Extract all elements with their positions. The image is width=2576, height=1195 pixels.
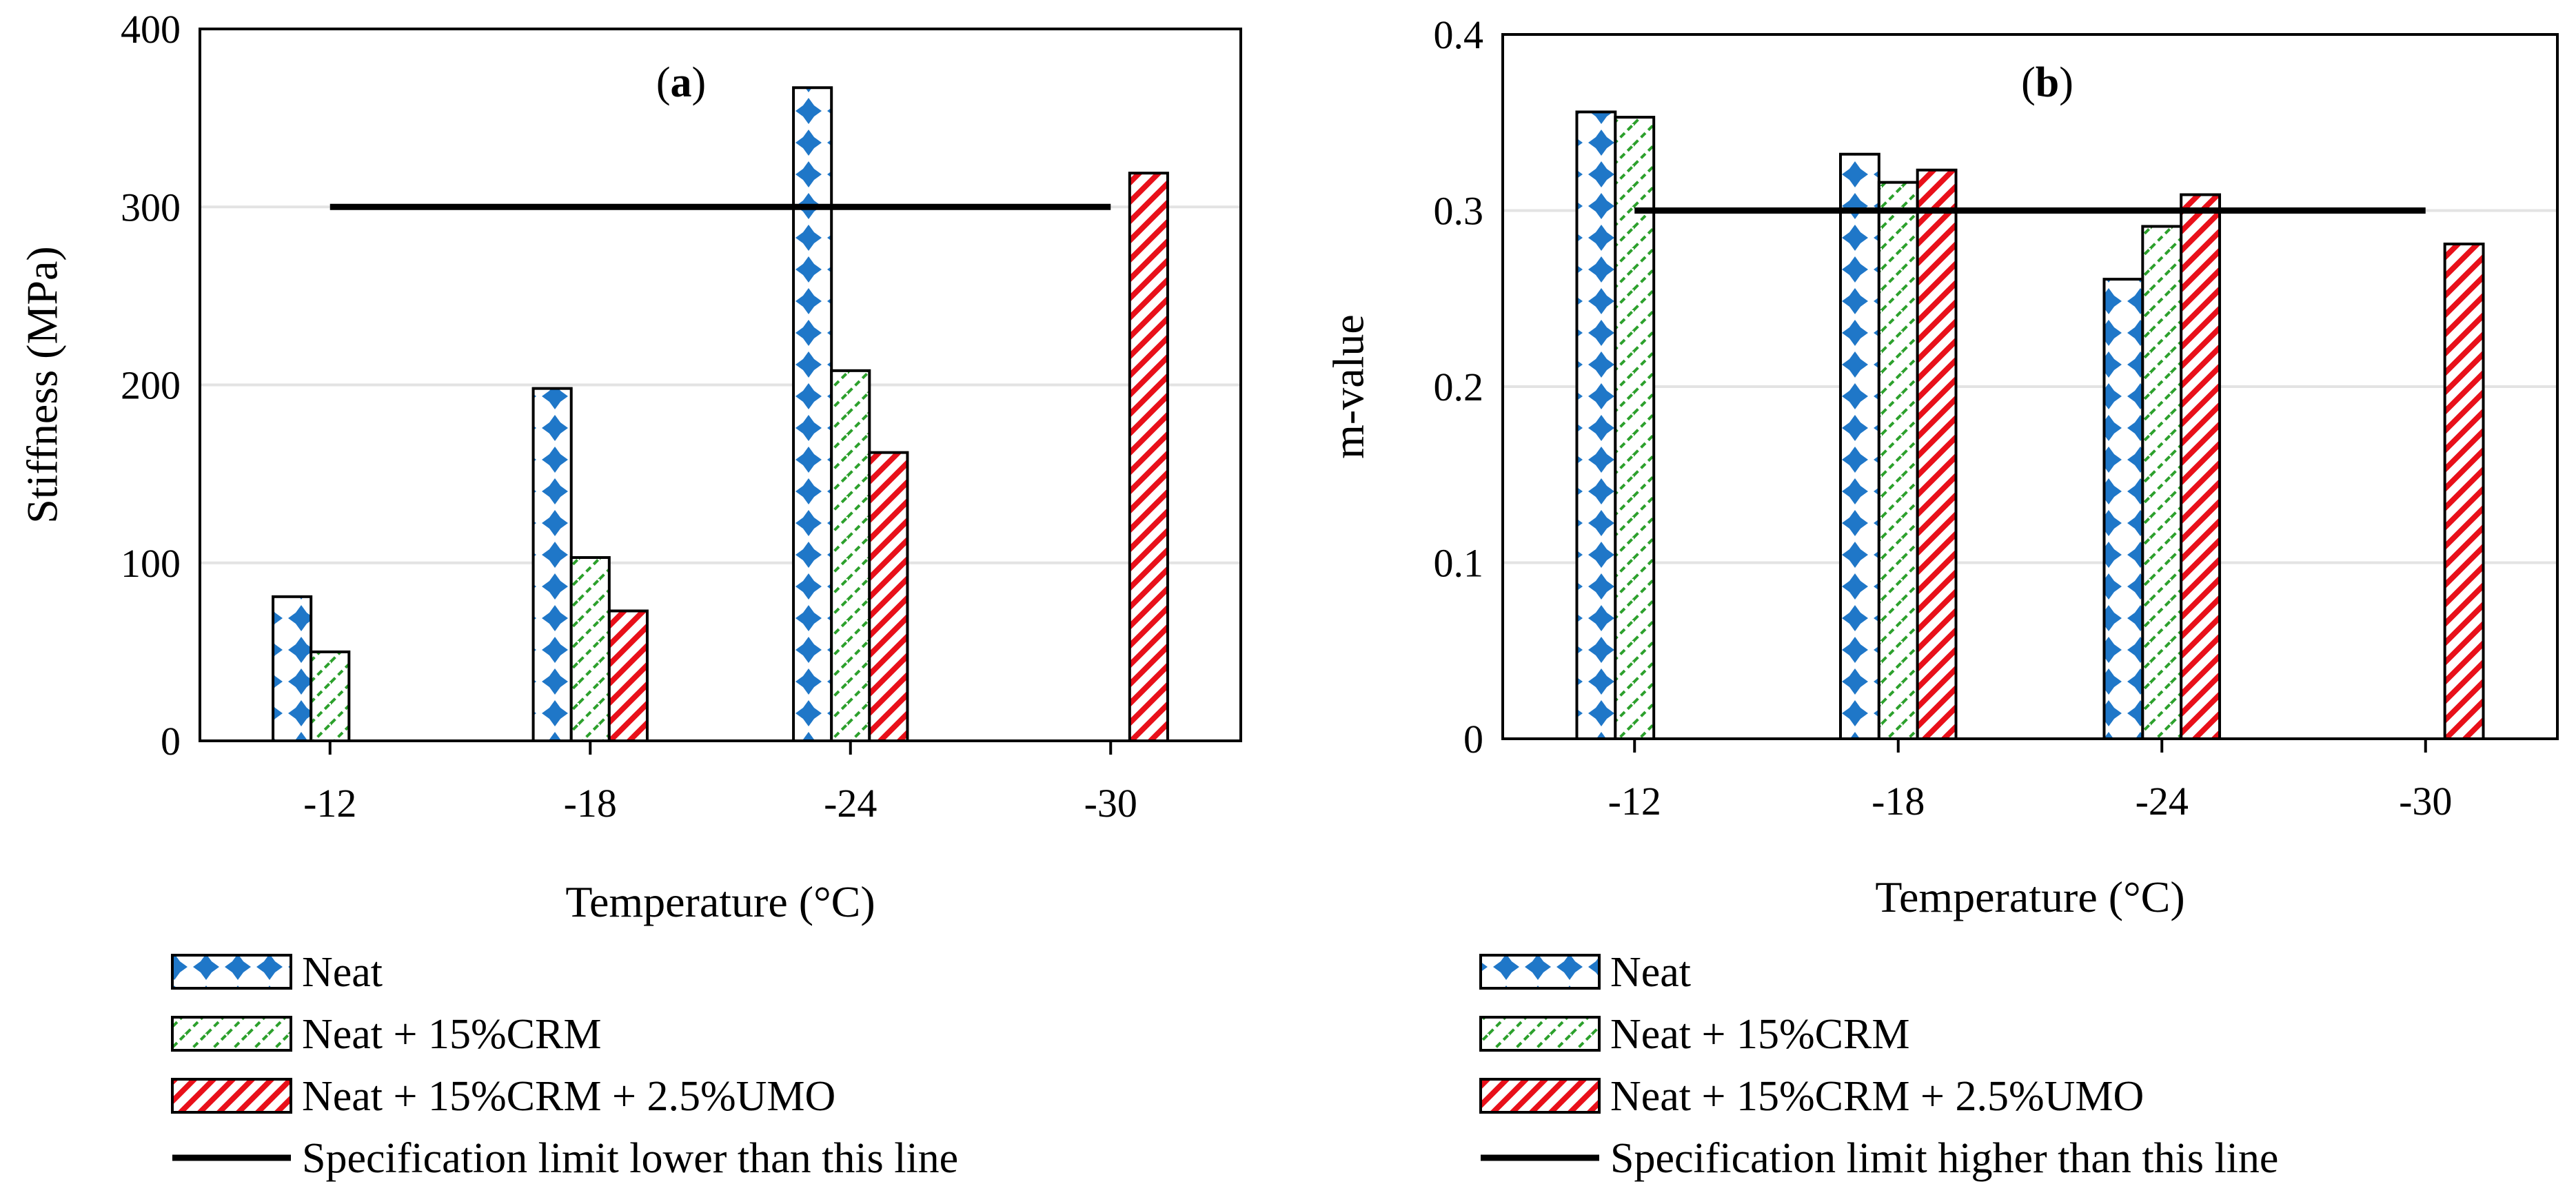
stiffness-x-axis-title: Temperature (°C) (565, 877, 875, 926)
stiffness-y-tick-label: 100 (121, 541, 181, 586)
m-value-bars (1575, 110, 2485, 741)
stiffness-x-tick-label: -24 (824, 781, 877, 826)
m-value-bar-umo-minus30 (2443, 243, 2485, 741)
m-value-legend-label: Neat + 15%CRM + 2.5%UMO (1610, 1073, 2144, 1120)
m-value-legend-swatch-crm (1479, 1016, 1601, 1052)
stiffness-legend-swatch-crm (171, 1016, 292, 1052)
m-value-x-tick-label: -30 (2399, 779, 2452, 824)
m-value-y-tick-label: 0.4 (1434, 12, 1484, 57)
m-value-legend-label: Neat + 15%CRM (1610, 1011, 1909, 1058)
stiffness-y-tick-labels: 0 100 200 300 400 (121, 7, 181, 764)
m-value-plot-frame (1501, 33, 2559, 740)
m-value-panel: 0 0.1 0.2 0.3 0.4 -12 -18 -24 -30 (b) Temperatu… (1324, 12, 2559, 1182)
stiffness-y-tick-label: 200 (121, 363, 181, 408)
stiffness-legend-swatch-neat (171, 954, 292, 990)
stiffness-bar-crm-minus12 (310, 650, 351, 742)
m-value-x-axis-title: Temperature (°C) (1875, 872, 2184, 921)
m-value-panel-label: (b) (2021, 59, 2073, 106)
stiffness-legend: Neat Neat + 15%CRM Neat + 15%CRM + 2.5%UMO… (171, 949, 958, 1182)
m-value-y-tick-label: 0.3 (1434, 189, 1484, 234)
m-value-y-axis-title: m-value (1324, 314, 1372, 459)
m-value-legend-label: Neat (1610, 949, 1691, 996)
stiffness-y-tick-label: 300 (121, 185, 181, 229)
stiffness-bar-umo-minus18 (607, 609, 649, 742)
stiffness-bar-neat-minus12 (272, 595, 313, 742)
stiffness-bar-neat-minus24 (792, 86, 833, 743)
stiffness-y-axis-title: Stiffness (MPa) (17, 246, 66, 523)
m-value-y-tick-label: 0.2 (1434, 365, 1484, 409)
stiffness-gridlines (200, 205, 1241, 564)
m-value-legend-label: Specification limit higher than this lin… (1610, 1135, 2278, 1182)
stiffness-y-tick-label: 400 (121, 7, 181, 52)
m-value-bar-crm-minus18 (1877, 181, 1919, 740)
stiffness-bars (272, 86, 1169, 743)
stiffness-bar-umo-minus24 (868, 451, 909, 742)
stiffness-legend-swatch-umo (171, 1078, 292, 1114)
m-value-legend-swatch-neat (1479, 954, 1601, 990)
m-value-legend-swatch-umo (1479, 1078, 1601, 1114)
m-value-y-tick-label: 0.1 (1434, 541, 1484, 586)
m-value-bar-crm-minus24 (2141, 225, 2183, 740)
m-value-legend: Neat Neat + 15%CRM Neat + 15%CRM + 2.5%UMO… (1479, 949, 2278, 1182)
m-value-y-tick-label: 0 (1463, 717, 1483, 762)
m-value-bar-neat-minus12 (1575, 110, 1617, 741)
m-value-x-tick-label: -24 (2136, 779, 2189, 824)
m-value-x-tick-label: -12 (1608, 779, 1661, 824)
m-value-bar-umo-minus18 (1916, 168, 1958, 741)
m-value-gridlines (1503, 209, 2557, 564)
m-value-bar-neat-minus18 (1838, 152, 1880, 741)
m-value-y-tick-labels: 0 0.1 0.2 0.3 0.4 (1434, 12, 1484, 762)
stiffness-panel-label: (a) (656, 59, 706, 106)
m-value-bar-umo-minus24 (2180, 193, 2222, 740)
stiffness-bar-crm-minus18 (569, 556, 611, 742)
stiffness-panel: 0 100 200 300 400 -12 -18 -24 -30 (a) Temperatu… (17, 7, 1242, 1182)
stiffness-legend-label: Neat + 15%CRM + 2.5%UMO (302, 1073, 835, 1120)
stiffness-x-tick-label: -12 (303, 781, 356, 826)
stiffness-x-tick-label: -18 (564, 781, 617, 826)
stiffness-x-tick-label: -30 (1084, 781, 1137, 826)
stiffness-bar-neat-minus18 (531, 387, 573, 742)
stiffness-bar-umo-minus30 (1128, 172, 1169, 742)
stiffness-x-tick-labels: -12 -18 -24 -30 (303, 741, 1137, 826)
stiffness-y-tick-label: 0 (161, 719, 181, 764)
m-value-x-tick-labels: -12 -18 -24 -30 (1608, 739, 2452, 824)
stiffness-bar-crm-minus24 (830, 369, 871, 742)
stiffness-legend-label: Neat (302, 949, 383, 996)
stiffness-legend-label: Neat + 15%CRM (302, 1011, 601, 1058)
m-value-x-tick-label: -18 (1872, 779, 1925, 824)
stiffness-plot-frame (199, 28, 1242, 742)
stiffness-legend-label: Specification limit lower than this line (302, 1135, 958, 1182)
m-value-bar-neat-minus24 (2102, 278, 2144, 740)
